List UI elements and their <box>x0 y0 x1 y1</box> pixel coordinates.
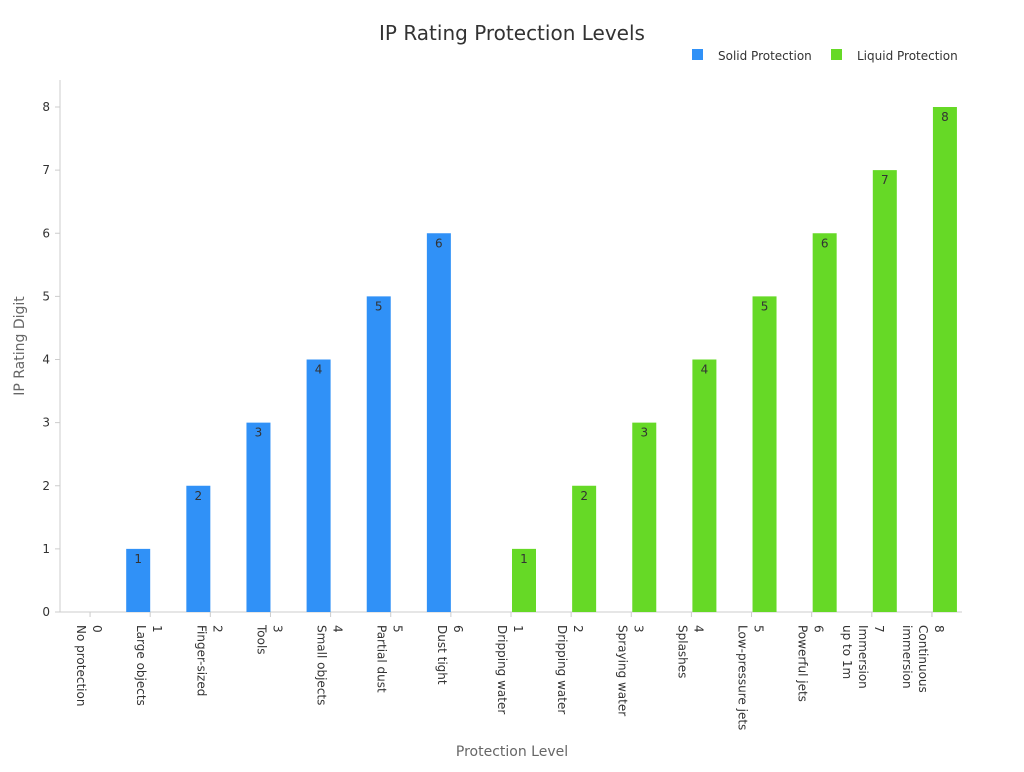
bar-value-label: 1 <box>520 552 528 566</box>
bar-value-label: 8 <box>941 110 949 124</box>
x-tick-label-line: 3 <box>631 625 645 633</box>
x-tick-label: 1Large objects <box>134 625 164 706</box>
x-tick-label-line: 4 <box>691 625 705 633</box>
y-axis-label: IP Rating Digit <box>12 296 28 396</box>
x-tick-label-line: Tools <box>254 624 268 655</box>
bar-liquid <box>752 296 777 612</box>
bar-value-label: 3 <box>255 426 263 440</box>
x-tick-label-line: Large objects <box>134 625 148 706</box>
bar-value-label: 7 <box>881 173 889 187</box>
legend-swatch-solid <box>692 49 703 60</box>
x-tick-label-line: Continuous <box>916 625 930 693</box>
bar-solid <box>366 296 391 612</box>
bar-value-label: 3 <box>640 426 648 440</box>
x-tick-label-line: 5 <box>752 625 766 633</box>
x-tick-label-line: Partial dust <box>375 625 389 693</box>
chart-title: IP Rating Protection Levels <box>379 21 645 45</box>
y-tick-label: 8 <box>42 100 50 114</box>
x-tick-label-line: Powerful jets <box>796 625 810 702</box>
x-tick-label: 4Small objects <box>315 625 345 705</box>
x-tick-label: 8Continuousimmersion <box>900 625 946 693</box>
x-tick-label: 5Low-pressure jets <box>736 625 766 730</box>
bar-liquid <box>512 548 536 612</box>
x-tick-label-line: 5 <box>391 625 405 633</box>
bar-value-label: 6 <box>435 236 443 250</box>
y-tick-label: 6 <box>42 226 50 240</box>
x-tick-label-line: Splashes <box>675 625 689 678</box>
x-tick-label: 3Spraying water <box>615 625 645 716</box>
bar-value-label: 5 <box>375 299 383 313</box>
bar-liquid <box>572 485 597 612</box>
y-tick-label: 1 <box>42 542 50 556</box>
bar-liquid <box>872 170 897 612</box>
legend-label-solid: Solid Protection <box>718 49 812 63</box>
y-tick-label: 3 <box>42 416 50 430</box>
x-axis-label: Protection Level <box>456 744 568 760</box>
x-tick-label: 6Dust tight <box>435 625 465 685</box>
x-tick-label: 6Powerful jets <box>796 625 826 702</box>
bar-liquid <box>932 107 957 612</box>
x-tick-label-line: Finger-sized <box>194 625 208 696</box>
bar-value-label: 6 <box>821 236 829 250</box>
y-tick-label: 4 <box>42 353 50 367</box>
y-tick-label: 0 <box>42 605 50 619</box>
x-tick-label: 2Dripping water <box>555 625 585 714</box>
x-tick-label-line: 8 <box>932 625 946 633</box>
x-tick-label-line: 0 <box>90 625 104 633</box>
bar-solid <box>426 233 451 612</box>
bar-value-label: 2 <box>195 489 203 503</box>
x-tick-label: 4Splashes <box>675 625 705 678</box>
x-tick-label: 7Immersionup to 1m <box>840 625 886 689</box>
legend-label-liquid: Liquid Protection <box>857 49 958 63</box>
bar-value-label: 4 <box>701 363 709 377</box>
y-tick-label: 5 <box>42 289 50 303</box>
x-tick-label-line: up to 1m <box>840 625 854 679</box>
x-tick-label-line: 2 <box>571 625 585 633</box>
x-tick-label-line: Low-pressure jets <box>736 625 750 730</box>
x-tick-label-line: immersion <box>900 625 914 689</box>
bar-liquid <box>812 233 837 612</box>
bar-solid <box>186 485 211 612</box>
bar-value-label: 5 <box>761 299 769 313</box>
bar-liquid <box>692 359 717 612</box>
x-tick-label-line: Dripping water <box>495 625 509 714</box>
x-tick-label-line: Small objects <box>315 625 329 705</box>
x-tick-label-line: 3 <box>270 625 284 633</box>
bar-liquid <box>632 422 657 612</box>
x-tick-label-line: Spraying water <box>615 625 629 716</box>
x-tick-label-line: 6 <box>451 625 465 633</box>
bar-value-label: 1 <box>134 552 142 566</box>
x-tick-label: 1Dripping water <box>495 625 525 714</box>
legend: Solid Protection Liquid Protection <box>692 49 958 63</box>
x-tick-label-line: 2 <box>210 625 224 633</box>
x-tick-label: 3Tools <box>254 624 284 655</box>
bar-solid <box>126 548 151 612</box>
x-tick-label-line: Immersion <box>856 625 870 689</box>
y-tick-label: 2 <box>42 479 50 493</box>
y-tick-label: 7 <box>42 163 50 177</box>
legend-swatch-liquid <box>831 49 842 60</box>
x-tick-label: 5Partial dust <box>375 625 405 693</box>
bar-value-label: 4 <box>315 363 323 377</box>
x-tick-label: 0No protection <box>74 625 104 706</box>
x-tick-label-line: 6 <box>812 625 826 633</box>
x-tick-label-line: Dripping water <box>555 625 569 714</box>
bar-solid <box>306 359 331 612</box>
x-tick-label: 2Finger-sized <box>194 625 224 696</box>
x-tick-label-line: 4 <box>331 625 345 633</box>
x-tick-label-line: 1 <box>150 625 164 633</box>
x-tick-label-line: 1 <box>511 625 525 633</box>
bar-solid <box>246 422 271 612</box>
x-tick-label-line: No protection <box>74 625 88 706</box>
x-tick-label-line: 7 <box>872 625 886 633</box>
bar-value-label: 2 <box>580 489 588 503</box>
x-tick-label-line: Dust tight <box>435 625 449 685</box>
